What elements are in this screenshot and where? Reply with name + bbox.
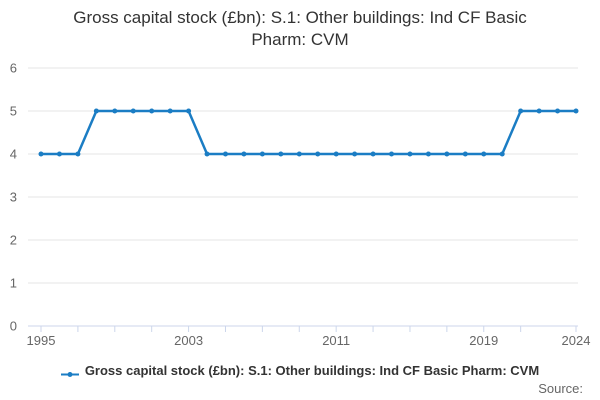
data-point-marker[interactable] [75,151,81,157]
data-point-marker[interactable] [573,108,579,114]
y-axis-label: 0 [10,319,17,334]
data-point-marker[interactable] [278,151,284,157]
data-point-marker[interactable] [296,151,302,157]
data-point-marker[interactable] [315,151,321,157]
data-point-marker[interactable] [204,151,210,157]
data-point-marker[interactable] [112,108,118,114]
data-point-marker[interactable] [130,108,136,114]
y-axis-label: 3 [10,190,17,205]
source-label: Source: [538,381,583,396]
x-axis-label: 1995 [27,333,56,348]
data-point-marker[interactable] [462,151,468,157]
x-axis-label: 2019 [469,333,498,348]
data-point-marker[interactable] [444,151,450,157]
data-point-marker[interactable] [167,108,173,114]
data-point-marker[interactable] [407,151,413,157]
legend-label: Gross capital stock (£bn): S.1: Other bu… [84,363,540,378]
y-axis-label: 2 [10,233,17,248]
data-point-marker[interactable] [352,151,358,157]
y-axis-label: 6 [10,61,17,76]
data-point-marker[interactable] [333,151,339,157]
legend-line-marker-icon [60,366,79,377]
y-axis-label: 4 [10,147,17,162]
x-axis-label: 2024 [562,333,591,348]
data-point-marker[interactable] [425,151,431,157]
data-point-marker[interactable] [186,108,192,114]
y-axis-label: 5 [10,104,17,119]
data-point-marker[interactable] [536,108,542,114]
chart-title: Gross capital stock (£bn): S.1: Other bu… [73,8,527,49]
data-point-marker[interactable] [38,151,44,157]
data-point-marker[interactable] [241,151,247,157]
data-point-marker[interactable] [56,151,62,157]
data-point-marker[interactable] [93,108,99,114]
data-point-marker[interactable] [481,151,487,157]
x-axis-label: 2003 [174,333,203,348]
series-line[interactable] [39,109,578,156]
data-point-marker[interactable] [555,108,561,114]
data-point-marker[interactable] [149,108,155,114]
y-axis-label: 1 [10,276,17,291]
data-point-marker[interactable] [370,151,376,157]
data-point-marker[interactable] [389,151,395,157]
legend-item[interactable]: Gross capital stock (£bn): S.1: Other bu… [0,363,600,378]
data-point-marker[interactable] [499,151,505,157]
data-point-marker[interactable] [259,151,265,157]
x-axis-label: 2011 [322,333,350,348]
data-point-marker[interactable] [222,151,228,157]
data-point-marker[interactable] [518,108,524,114]
